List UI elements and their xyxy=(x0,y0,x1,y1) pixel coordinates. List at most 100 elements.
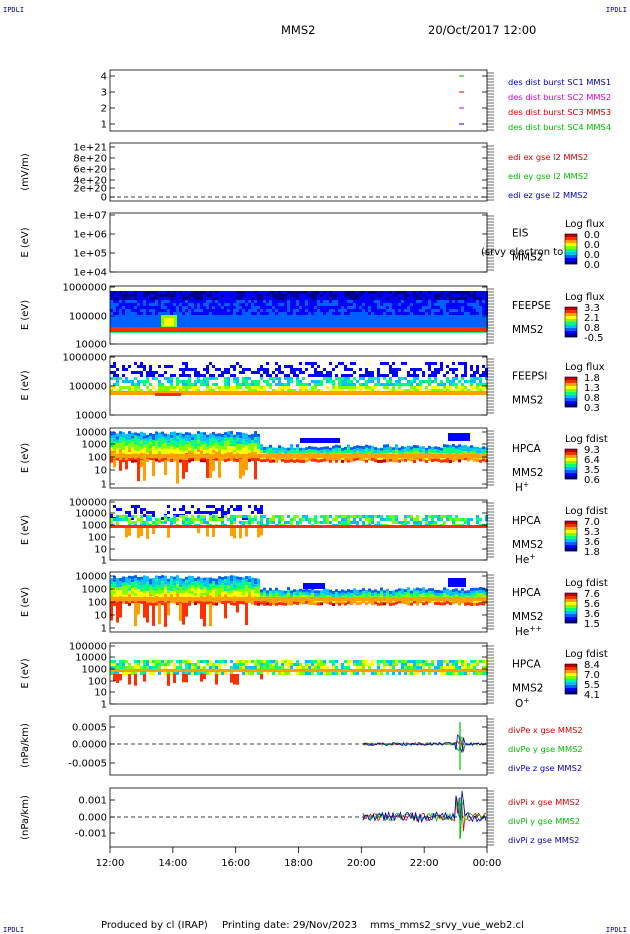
spectrogram-cell xyxy=(452,291,455,294)
spectrogram-cell xyxy=(365,374,368,377)
spectrogram-cell xyxy=(371,457,374,461)
spectrogram-cell xyxy=(209,433,212,437)
colorbar-tick-label: 2.1 xyxy=(584,313,600,324)
spectrogram-cell xyxy=(350,383,353,386)
spectrogram-cell xyxy=(236,600,239,604)
spectrogram-cell xyxy=(389,312,392,315)
spectrogram-cell xyxy=(194,374,197,377)
spectrogram-cell xyxy=(350,294,353,297)
spectrogram-cell xyxy=(131,441,134,445)
spectrogram-cell xyxy=(176,518,179,521)
spectrogram-cell xyxy=(179,303,182,306)
spectrogram-cell xyxy=(290,371,293,374)
spectrogram-cell xyxy=(110,324,113,327)
spectrogram-cell xyxy=(314,362,317,365)
spectrogram-cell xyxy=(215,312,218,315)
spectrogram-cell xyxy=(110,300,113,303)
spectrogram-cell xyxy=(362,594,365,598)
spectrogram-spike xyxy=(182,603,185,625)
spectrogram-cell xyxy=(317,309,320,312)
spectrogram-cell xyxy=(227,576,230,580)
spectrogram-cell xyxy=(221,433,224,437)
spectrogram-cell xyxy=(146,600,149,604)
spectrogram-cell xyxy=(314,294,317,297)
spectrogram-cell xyxy=(176,303,179,306)
spectrogram-cell xyxy=(299,447,302,451)
spectrogram-cell xyxy=(257,442,260,446)
spectrogram-cell xyxy=(344,602,347,606)
spectrogram-cell xyxy=(182,368,185,371)
spectrogram-cell xyxy=(152,315,155,318)
spectrogram-cell xyxy=(149,584,152,588)
spectrogram-cell xyxy=(305,450,308,454)
spectrogram-cell xyxy=(308,521,311,524)
spectrogram-cell xyxy=(464,303,467,306)
spectrogram-cell xyxy=(245,306,248,309)
spectrogram-cell xyxy=(176,377,179,380)
spectrogram-cell xyxy=(323,291,326,294)
spectrogram-cell xyxy=(332,312,335,315)
spectrogram-cell xyxy=(128,309,131,312)
spectrogram-cell xyxy=(374,318,377,321)
spectrogram-cell xyxy=(476,521,479,524)
spectrogram-cell xyxy=(134,575,137,579)
spectrogram-cell xyxy=(401,362,404,365)
spectrogram-cell xyxy=(425,515,428,518)
spectrogram-cell xyxy=(257,318,260,321)
spectrogram-cell xyxy=(167,440,170,444)
spectrogram-cell xyxy=(473,312,476,315)
spectrogram-cell xyxy=(335,444,338,448)
spectrogram-cell xyxy=(443,318,446,321)
spectrogram-cell xyxy=(377,318,380,321)
spectrogram-cell xyxy=(209,321,212,324)
spectrogram-spike xyxy=(143,603,146,618)
spectrogram-cell xyxy=(140,591,143,595)
spectrogram-cell xyxy=(410,321,413,324)
spectrogram-cell xyxy=(347,300,350,303)
spectrogram-cell xyxy=(179,374,182,377)
spectrogram-cell xyxy=(476,458,479,462)
spectrogram-cell xyxy=(179,312,182,315)
spectrogram-cell xyxy=(347,306,350,309)
spectrogram-cell xyxy=(257,380,260,383)
spectrogram-cell xyxy=(236,588,239,592)
spectrogram-cell xyxy=(146,297,149,300)
spectrogram-cell xyxy=(368,451,371,455)
spectrogram-cell xyxy=(323,374,326,377)
spectrogram-cell xyxy=(248,588,251,592)
spectrogram-cell xyxy=(266,312,269,315)
spectrogram-cell xyxy=(395,297,398,300)
spectrogram-cell xyxy=(365,297,368,300)
colorbar-step xyxy=(565,453,577,456)
spectrogram-cell xyxy=(341,300,344,303)
spectrogram-cell xyxy=(134,590,137,594)
spectrogram-cell xyxy=(170,389,173,392)
spectrogram-cell xyxy=(353,303,356,306)
spectrogram-cell xyxy=(170,518,173,521)
spectrogram-cell xyxy=(116,581,119,585)
spectrogram-cell xyxy=(461,321,464,324)
spectrogram-cell xyxy=(389,458,392,462)
spectrogram-cell xyxy=(146,521,149,524)
spectrogram-cell xyxy=(209,315,212,318)
spectrogram-cell xyxy=(347,297,350,300)
spectrogram-cell xyxy=(350,306,353,309)
spectrogram-cell xyxy=(116,389,119,392)
spectrogram-cell xyxy=(272,306,275,309)
spectrogram-cell xyxy=(380,383,383,386)
spectrogram-cell xyxy=(329,297,332,300)
spectrogram-cell xyxy=(194,433,197,437)
spectrogram-cell xyxy=(149,581,152,585)
spectrogram-cell xyxy=(320,593,323,597)
spectrogram-cell xyxy=(449,309,452,312)
spectrogram-cell xyxy=(260,365,263,368)
spectrogram-cell xyxy=(218,433,221,437)
spectrogram-cell xyxy=(308,324,311,327)
spectrogram-cell xyxy=(203,511,206,514)
spectrogram-cell xyxy=(116,368,119,371)
spectrogram-cell xyxy=(452,315,455,318)
spectrogram-cell xyxy=(128,602,131,606)
spectrogram-cell xyxy=(164,518,167,521)
spectrogram-cell xyxy=(446,309,449,312)
